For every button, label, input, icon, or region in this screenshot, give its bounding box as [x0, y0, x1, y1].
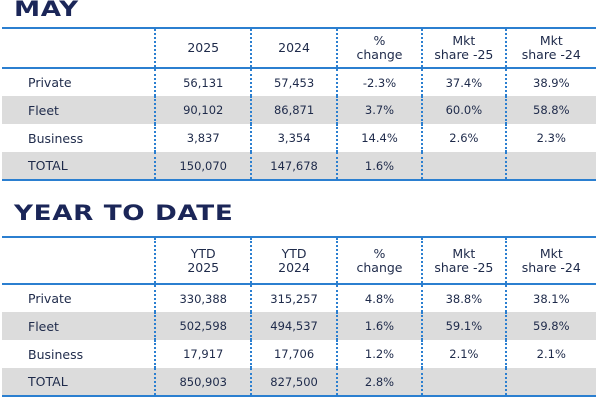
cell-value: 17,917	[154, 340, 252, 368]
row-label: Private	[28, 291, 72, 306]
cell-value: 330,388	[154, 284, 252, 312]
cell-value: 3.7%	[335, 96, 423, 124]
column-header: 2025	[154, 28, 252, 69]
row-label: TOTAL	[2, 368, 156, 396]
cell-value: 4.8%	[335, 284, 423, 312]
row-label: Fleet	[2, 96, 156, 124]
table-row: Business 17,917 17,706 1.2% 2.1% 2.1%	[2, 340, 596, 368]
may-table: 2025 2024% change Mkt share -25 Mkt share -…	[2, 27, 596, 181]
cell-value: 502,598	[154, 312, 252, 340]
header-row: 2025 2024% change Mkt share -25 Mkt share -…	[2, 28, 596, 69]
column-header: Mkt share -25	[421, 28, 506, 69]
column-header: YTD 2024	[250, 237, 337, 285]
row-label: Private	[28, 75, 72, 90]
total-row: TOTAL 150,070 147,678 1.6%	[2, 152, 596, 180]
cell-value: 3,354	[250, 124, 337, 152]
table-row: Private 330,388 315,257 4.8% 38.8% 38.1%	[2, 284, 596, 312]
total-row: TOTAL 850,903 827,500 2.8%	[2, 368, 596, 396]
cell-value: 59.8%	[504, 312, 596, 340]
ytd-table: YTD 2025 YTD 2024% change Mkt share -25 Mkt…	[2, 236, 596, 397]
cell-value: 57,453	[250, 68, 337, 96]
cell-value: 60.0%	[421, 96, 506, 124]
column-header: % change	[335, 237, 423, 285]
ytd-title: YEAR TO DATE	[14, 201, 234, 225]
cell-value: 2.1%	[421, 340, 506, 368]
header-row: YTD 2025 YTD 2024% change Mkt share -25 Mkt…	[2, 237, 596, 285]
row-label: Business	[28, 346, 84, 362]
column-header: YTD 2025	[154, 237, 252, 285]
column-header: Mkt share -24	[504, 28, 596, 69]
cell-value: 14.4%	[335, 124, 423, 152]
cell-value: 38.9%	[504, 68, 596, 96]
cell-value: 86,871	[250, 96, 337, 124]
cell-value: 17,706	[250, 340, 337, 368]
cell-value: 56,131	[154, 68, 252, 96]
cell-value: 38.1%	[504, 284, 596, 312]
row-label: Business	[28, 130, 84, 146]
table-row: Fleet 90,102 86,871 3.7% 60.0% 58.8%	[2, 96, 596, 124]
row-label: Fleet	[2, 312, 156, 340]
table-row: Private 56,131 57,453 -2.3% 37.4% 38.9%	[2, 68, 596, 96]
column-header: 2024	[250, 28, 337, 69]
cell-value: 90,102	[154, 96, 252, 124]
cell-value: 850,903	[154, 368, 252, 396]
cell-value: 3,837	[154, 124, 252, 152]
cell-value: 827,500	[250, 368, 337, 396]
column-header	[2, 28, 156, 69]
cell-value	[421, 368, 506, 396]
cell-value: 37.4%	[421, 68, 506, 96]
cell-value: 1.6%	[335, 312, 423, 340]
column-header: Mkt share -24	[504, 237, 596, 285]
cell-value: 58.8%	[504, 96, 596, 124]
cell-value: -2.3%	[335, 68, 423, 96]
cell-value: 315,257	[250, 284, 337, 312]
cell-value	[504, 152, 596, 180]
table-row: Business 3,837 3,354 14.4% 2.6% 2.3%	[2, 124, 596, 152]
cell-value	[504, 368, 596, 396]
cell-value	[421, 152, 506, 180]
table-row: Fleet 502,598 494,537 1.6% 59.1% 59.8%	[2, 312, 596, 340]
cell-value: 147,678	[250, 152, 337, 180]
cell-value: 38.8%	[421, 284, 506, 312]
cell-value: 1.2%	[335, 340, 423, 368]
column-header	[2, 237, 156, 285]
cell-value: 150,070	[154, 152, 252, 180]
column-header: % change	[335, 28, 423, 69]
cell-value: 2.3%	[504, 124, 596, 152]
column-header: Mkt share -25	[421, 237, 506, 285]
row-label: TOTAL	[2, 152, 156, 180]
cell-value: 59.1%	[421, 312, 506, 340]
cell-value: 494,537	[250, 312, 337, 340]
cell-value: 2.1%	[504, 340, 596, 368]
cell-value: 1.6%	[335, 152, 423, 180]
cell-value: 2.6%	[421, 124, 506, 152]
may-title: MAY	[14, 0, 79, 21]
cell-value: 2.8%	[335, 368, 423, 396]
